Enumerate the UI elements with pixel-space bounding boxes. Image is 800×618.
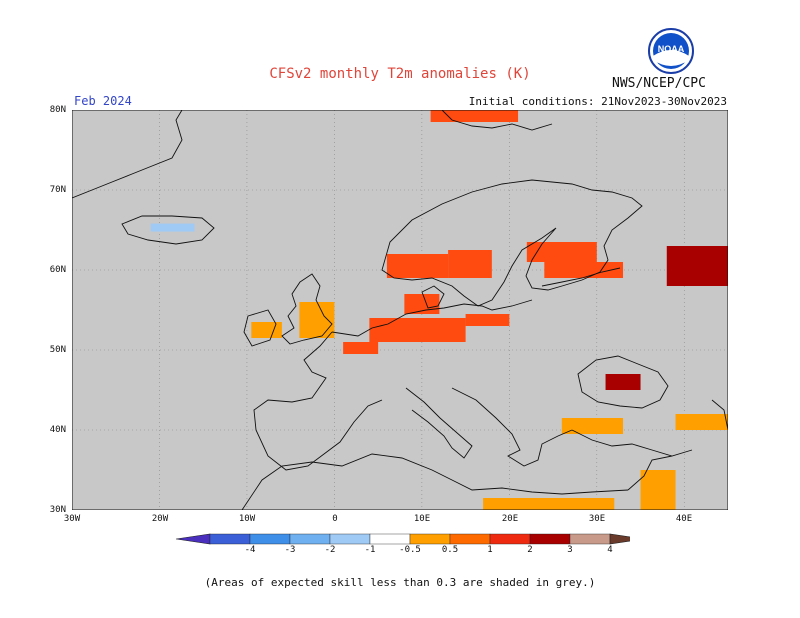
anomaly-belgium-france bbox=[343, 342, 379, 354]
agency-label: NWS/NCEP/CPC bbox=[612, 76, 706, 91]
anomaly-russia-northwest bbox=[666, 246, 728, 286]
coastlines bbox=[72, 110, 728, 510]
lat-label: 80N bbox=[49, 105, 66, 115]
skill-footnote: (Areas of expected skill less than 0.3 a… bbox=[204, 576, 596, 589]
anomaly-uk-east bbox=[299, 302, 335, 338]
colorbar-swatch bbox=[249, 533, 291, 545]
anomaly-layer bbox=[150, 110, 728, 510]
colorbar-swatch bbox=[209, 533, 251, 545]
anomaly-norway-coast bbox=[386, 254, 449, 278]
greenland-coast bbox=[72, 110, 183, 199]
colorbar-swatches bbox=[175, 533, 630, 545]
anomaly-netherlands-germany bbox=[369, 318, 466, 342]
anomaly-svalbard-south bbox=[430, 110, 519, 122]
colorbar-tick-label: 0.5 bbox=[441, 545, 459, 555]
anomaly-north-africa-coast bbox=[483, 498, 615, 510]
colorbar-tick-label: 1 bbox=[487, 545, 493, 555]
colorbar-swatch bbox=[409, 533, 451, 545]
iceland-coast bbox=[121, 215, 215, 245]
anomaly-denmark bbox=[404, 294, 440, 314]
denmark-coast bbox=[421, 285, 445, 309]
anomaly-turkey-east bbox=[675, 414, 728, 430]
colorbar-swatch bbox=[489, 533, 531, 545]
colorbar-swatch bbox=[529, 533, 571, 545]
lon-label: 10W bbox=[238, 514, 256, 524]
ireland-coast bbox=[243, 309, 277, 347]
map-background bbox=[72, 110, 728, 510]
north-sea-coast bbox=[331, 299, 533, 337]
balkans-coast bbox=[451, 387, 573, 467]
colorbar-swatch bbox=[289, 533, 331, 545]
colorbar-swatch bbox=[369, 533, 411, 545]
lon-label: 20E bbox=[501, 514, 519, 524]
levant-coast bbox=[627, 455, 673, 491]
svalbard-coast bbox=[441, 110, 553, 131]
anomaly-map bbox=[72, 110, 728, 510]
lat-label: 30N bbox=[49, 505, 66, 515]
france-iberia-coast bbox=[253, 331, 383, 471]
colorbar-arrow-right bbox=[609, 533, 630, 545]
lon-label: 10E bbox=[413, 514, 431, 524]
colorbar-swatch bbox=[569, 533, 611, 545]
colorbar bbox=[175, 533, 630, 545]
north-africa-coast bbox=[241, 453, 629, 510]
italy-coast bbox=[405, 387, 473, 459]
colorbar-tick-label: -0.5 bbox=[399, 545, 421, 555]
lat-label: 60N bbox=[49, 265, 66, 275]
anomaly-sweden-central bbox=[448, 250, 492, 278]
colorbar-tick-label: -3 bbox=[284, 545, 296, 555]
logo-text: NOAA bbox=[658, 44, 685, 54]
lat-label: 70N bbox=[49, 185, 66, 195]
uk-coast bbox=[281, 273, 333, 345]
forecast-period: Feb 2024 bbox=[74, 94, 132, 108]
colorbar-swatch bbox=[329, 533, 371, 545]
anomaly-finland-west bbox=[526, 242, 597, 262]
anomaly-levant bbox=[640, 470, 676, 510]
anomaly-finland-south bbox=[544, 262, 624, 278]
colorbar-tick-label: 3 bbox=[567, 545, 573, 555]
lat-label: 50N bbox=[49, 345, 66, 355]
colorbar-tick-label: -1 bbox=[364, 545, 376, 555]
anomaly-turkey-north bbox=[561, 418, 624, 434]
finland-gulf bbox=[541, 267, 621, 287]
colorbar-tick-label: 2 bbox=[527, 545, 533, 555]
colorbar-tick-label: 4 bbox=[607, 545, 613, 555]
lon-label: 20W bbox=[151, 514, 169, 524]
colorbar-tick-label: -2 bbox=[324, 545, 336, 555]
black-sea-coast bbox=[577, 355, 669, 409]
lat-label: 40N bbox=[49, 425, 66, 435]
anomaly-black-sea-east bbox=[605, 374, 641, 390]
map-title: CFSv2 monthly T2m anomalies (K) bbox=[269, 66, 531, 82]
colorbar-swatch bbox=[449, 533, 491, 545]
lon-label: 40E bbox=[675, 514, 693, 524]
initial-conditions: Initial conditions: 21Nov2023-30Nov2023 bbox=[468, 95, 727, 108]
colorbar-tick-label: -4 bbox=[244, 545, 256, 555]
anomaly-iceland-cool bbox=[150, 223, 195, 232]
caspian-coast bbox=[711, 399, 728, 431]
anomaly-ireland bbox=[251, 322, 282, 338]
colorbar-arrow-left bbox=[175, 533, 211, 545]
lon-label: 30E bbox=[588, 514, 606, 524]
lon-label: 0 bbox=[332, 514, 338, 524]
lon-label: 30W bbox=[63, 514, 81, 524]
anomaly-poland-north bbox=[465, 314, 510, 326]
noaa-logo-icon: NOAA bbox=[648, 28, 694, 74]
